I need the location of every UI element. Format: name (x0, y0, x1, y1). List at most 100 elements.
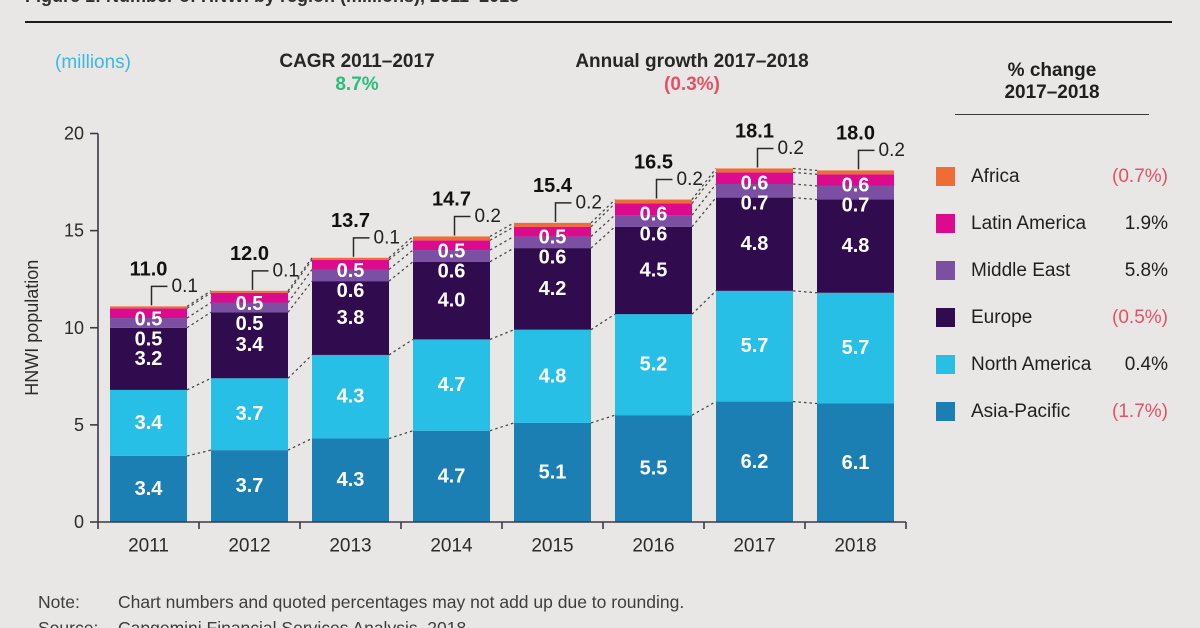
asia-pacific-swatch-icon (936, 402, 955, 421)
figure-title: Figure 1: Number of HNWI by region (mill… (25, 0, 1175, 7)
bar-value-label-latin-america: 0.5 (236, 293, 264, 315)
dotted-connector (691, 171, 717, 204)
bar-segment-2018-africa (817, 170, 894, 175)
bar-value-label-europe: 3.4 (236, 334, 265, 356)
annual-growth-block: Annual growth 2017–2018 (0.3%) (572, 50, 812, 96)
bar-segment-2014-north-america (413, 339, 490, 431)
year-label: 2017 (733, 536, 775, 557)
dotted-connector (287, 437, 313, 451)
bar-value-label-europe: 3.8 (337, 307, 365, 329)
dotted-connector (691, 400, 717, 416)
bar-segment-2018-middle-east (817, 185, 894, 200)
dotted-connector (691, 290, 717, 315)
bar-value-label-north-america: 3.7 (236, 403, 264, 425)
callout-value-africa: 0.2 (677, 169, 703, 190)
cagr-value: 8.7% (335, 74, 379, 95)
north-america-swatch-icon (936, 355, 955, 374)
callout-line-africa (756, 147, 774, 168)
bar-segment-2013-asia-pacific (312, 438, 389, 522)
bar-segment-2012-africa (211, 290, 288, 293)
legend-item-middle-east: Middle East 5.8% (936, 247, 1168, 294)
callout-value-africa: 0.2 (778, 138, 804, 159)
bar-value-label-north-america: 3.4 (135, 412, 164, 434)
dotted-connector (792, 400, 818, 405)
bar-value-label-middle-east: 0.6 (539, 247, 567, 269)
dotted-connector (691, 168, 717, 200)
bar-value-label-latin-america: 0.5 (135, 308, 163, 330)
bar-value-label-latin-america: 0.6 (741, 172, 769, 194)
bar-segment-2012-latin-america (211, 292, 288, 303)
units-label: (millions) (55, 52, 131, 73)
dotted-connector (186, 449, 212, 457)
year-label: 2012 (228, 536, 270, 557)
bar-segment-2014-latin-america (413, 240, 490, 251)
source-text: Capgemini Financial Services Analysis, 2… (118, 618, 467, 628)
bar-value-label-asia-pacific: 6.2 (741, 451, 769, 473)
dotted-connector (388, 430, 414, 440)
bar-value-label-latin-america: 0.6 (842, 174, 870, 196)
bar-value-label-latin-america: 0.5 (337, 260, 365, 282)
y-tick-label: 5 (74, 415, 84, 435)
dotted-connector (287, 280, 313, 313)
bar-segment-2015-middle-east (514, 236, 591, 249)
bar-value-label-north-america: 5.7 (842, 337, 870, 359)
year-label: 2011 (128, 536, 169, 557)
dotted-connector (792, 167, 818, 172)
callout-line-africa (655, 178, 673, 199)
bar-segment-2011-asia-pacific (110, 455, 187, 522)
dotted-connector (287, 269, 313, 303)
bar-segment-2018-europe (817, 199, 894, 293)
dotted-connector (287, 354, 313, 379)
callout-line-africa (251, 270, 269, 290)
callout-line-africa (857, 149, 875, 170)
bar-value-label-middle-east: 0.5 (135, 328, 163, 350)
dotted-connector (489, 226, 515, 241)
cagr-label: CAGR 2011–2017 (279, 51, 435, 72)
bar-value-label-latin-america: 0.5 (438, 240, 466, 262)
bar-segment-2018-north-america (817, 292, 894, 404)
bar-segment-2012-europe (211, 312, 288, 379)
total-label: 18.1 (735, 120, 774, 142)
bar-value-label-middle-east: 0.5 (236, 313, 264, 335)
bar-segment-2013-latin-america (312, 259, 389, 270)
bar-segment-2012-asia-pacific (211, 450, 288, 522)
legend-item-asia-pacific: Asia-Pacific (1.7%) (936, 388, 1168, 435)
bar-segment-2014-asia-pacific (413, 430, 490, 522)
year-label: 2015 (531, 536, 573, 557)
bar-value-label-europe: 4.0 (438, 290, 466, 312)
source-row: Source: Capgemini Financial Services Ana… (38, 618, 466, 628)
bar-segment-2016-africa (615, 199, 692, 204)
callout-value-africa: 0.2 (879, 140, 905, 161)
note-row: Note: Chart numbers and quoted percentag… (38, 592, 684, 613)
bar-segment-2012-north-america (211, 378, 288, 451)
dotted-connector (590, 202, 616, 228)
bar-segment-2011-europe (110, 327, 187, 390)
legend-item-africa: Africa (0.7%) (936, 153, 1168, 200)
dotted-connector (186, 377, 212, 391)
callout-value-africa: 0.1 (273, 260, 299, 281)
bar-segment-2011-africa (110, 306, 187, 309)
bar-value-label-europe: 4.8 (842, 235, 870, 257)
callout-line-africa (352, 237, 370, 257)
bar-segment-2018-latin-america (817, 174, 894, 186)
dotted-connector (186, 292, 212, 309)
total-label: 16.5 (634, 152, 673, 174)
dotted-connector (186, 311, 212, 329)
bar-segment-2016-north-america (615, 314, 692, 416)
legend: Africa (0.7%) Latin America 1.9% Middle … (936, 153, 1168, 435)
bar-segment-2017-africa (716, 168, 793, 173)
dotted-connector (489, 235, 515, 251)
note-label: Note: (38, 592, 80, 612)
bar-value-label-north-america: 4.3 (337, 386, 365, 408)
bar-segment-2018-asia-pacific (817, 403, 894, 522)
dotted-connector (590, 226, 616, 249)
bar-segment-2017-north-america (716, 290, 793, 402)
dotted-connector (691, 183, 717, 216)
bar-value-label-asia-pacific: 5.5 (640, 458, 668, 480)
annual-growth-label: Annual growth 2017–2018 (575, 51, 809, 72)
year-label: 2013 (329, 536, 371, 557)
total-label: 13.7 (331, 210, 370, 232)
callout-line-africa (150, 285, 168, 306)
bar-value-label-latin-america: 0.6 (640, 203, 668, 225)
